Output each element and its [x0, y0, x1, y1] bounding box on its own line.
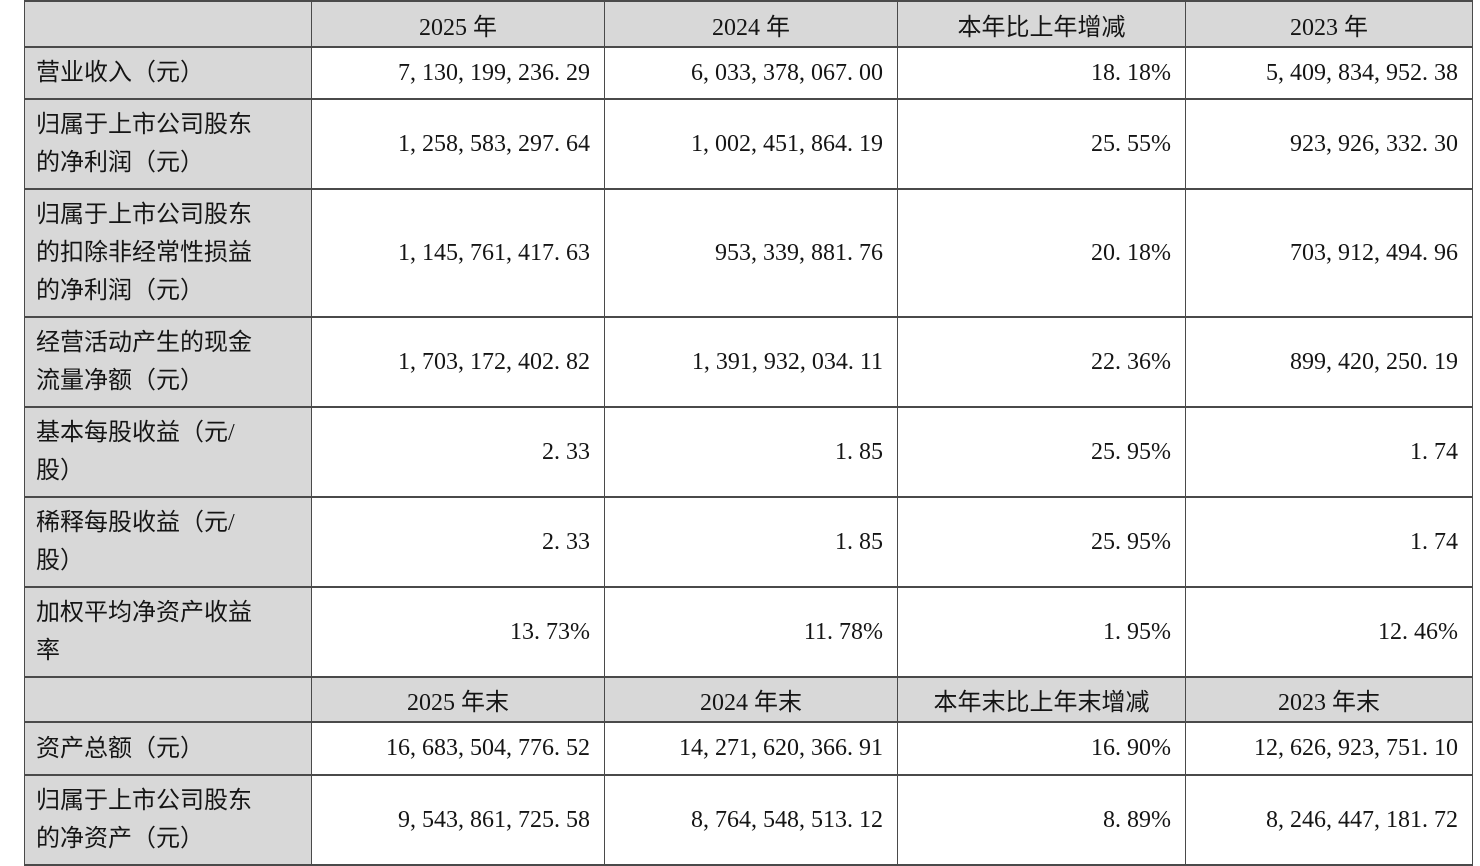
- value-cell: 1. 74: [1185, 406, 1473, 498]
- value-cell: 16, 683, 504, 776. 52: [311, 721, 605, 776]
- table-header-row-year-end: 2025 年末 2024 年末 本年末比上年末增减 2023 年末: [24, 676, 1473, 723]
- value-cell: 12, 626, 923, 751. 10: [1185, 721, 1473, 776]
- value-cell: 8, 246, 447, 181. 72: [1185, 774, 1473, 866]
- value-cell: 953, 339, 881. 76: [604, 188, 898, 318]
- value-cell: 14, 271, 620, 366. 91: [604, 721, 898, 776]
- value-cell: 6, 033, 378, 067. 00: [604, 46, 898, 100]
- pct-cell: 25. 55%: [897, 98, 1186, 190]
- row-label-net-profit-excl-nonrecurring: 归属于上市公司股东的扣除非经常性损益的净利润（元）: [24, 188, 312, 318]
- col-header-yoy-change: 本年比上年增减: [897, 0, 1186, 48]
- corner-cell: [24, 676, 312, 723]
- table-row: 归属于上市公司股东的扣除非经常性损益的净利润（元） 1, 145, 761, 4…: [24, 188, 1473, 318]
- row-label-net-profit: 归属于上市公司股东的净利润（元）: [24, 98, 312, 190]
- value-cell: 1, 391, 932, 034. 11: [604, 316, 898, 408]
- col-header-2024-end: 2024 年末: [604, 676, 898, 723]
- pct-cell: 11. 78%: [604, 586, 898, 678]
- value-cell: 5, 409, 834, 952. 38: [1185, 46, 1473, 100]
- value-cell: 923, 926, 332. 30: [1185, 98, 1473, 190]
- pct-cell: 20. 18%: [897, 188, 1186, 318]
- value-cell: 7, 130, 199, 236. 29: [311, 46, 605, 100]
- value-cell: 1, 258, 583, 297. 64: [311, 98, 605, 190]
- col-header-2024: 2024 年: [604, 0, 898, 48]
- table-row: 营业收入（元） 7, 130, 199, 236. 29 6, 033, 378…: [24, 46, 1473, 100]
- col-header-2023: 2023 年: [1185, 0, 1473, 48]
- table-row: 归属于上市公司股东的净利润（元） 1, 258, 583, 297. 64 1,…: [24, 98, 1473, 190]
- value-cell: 8, 764, 548, 513. 12: [604, 774, 898, 866]
- value-cell: 1, 145, 761, 417. 63: [311, 188, 605, 318]
- pct-cell: 22. 36%: [897, 316, 1186, 408]
- value-cell: 1, 002, 451, 864. 19: [604, 98, 898, 190]
- col-header-2025-end: 2025 年末: [311, 676, 605, 723]
- col-header-2023-end: 2023 年末: [1185, 676, 1473, 723]
- value-cell: 2. 33: [311, 496, 605, 588]
- financial-summary-table: 2025 年 2024 年 本年比上年增减 2023 年 营业收入（元） 7, …: [24, 0, 1473, 866]
- table-row: 加权平均净资产收益率 13. 73% 11. 78% 1. 95% 12. 46…: [24, 586, 1473, 678]
- key-financials-table: 2025 年 2024 年 本年比上年增减 2023 年 营业收入（元） 7, …: [24, 0, 1473, 866]
- pct-cell: 13. 73%: [311, 586, 605, 678]
- value-cell: 1. 74: [1185, 496, 1473, 588]
- pct-cell: 8. 89%: [897, 774, 1186, 866]
- row-label-net-assets: 归属于上市公司股东的净资产（元）: [24, 774, 312, 866]
- table-row: 资产总额（元） 16, 683, 504, 776. 52 14, 271, 6…: [24, 721, 1473, 776]
- row-label-operating-cash-flow: 经营活动产生的现金流量净额（元）: [24, 316, 312, 408]
- pct-cell: 25. 95%: [897, 496, 1186, 588]
- corner-cell: [24, 0, 312, 48]
- table-row: 归属于上市公司股东的净资产（元） 9, 543, 861, 725. 58 8,…: [24, 774, 1473, 866]
- pct-cell: 12. 46%: [1185, 586, 1473, 678]
- value-cell: 899, 420, 250. 19: [1185, 316, 1473, 408]
- pct-cell: 16. 90%: [897, 721, 1186, 776]
- value-cell: 9, 543, 861, 725. 58: [311, 774, 605, 866]
- col-header-2025: 2025 年: [311, 0, 605, 48]
- row-label-total-assets: 资产总额（元）: [24, 721, 312, 776]
- table-header-row-annual: 2025 年 2024 年 本年比上年增减 2023 年: [24, 0, 1473, 48]
- value-cell: 703, 912, 494. 96: [1185, 188, 1473, 318]
- row-label-diluted-eps: 稀释每股收益（元/股）: [24, 496, 312, 588]
- value-cell: 2. 33: [311, 406, 605, 498]
- pct-cell: 1. 95%: [897, 586, 1186, 678]
- pct-cell: 18. 18%: [897, 46, 1186, 100]
- pct-cell: 25. 95%: [897, 406, 1186, 498]
- col-header-year-end-change: 本年末比上年末增减: [897, 676, 1186, 723]
- value-cell: 1. 85: [604, 496, 898, 588]
- row-label-basic-eps: 基本每股收益（元/股）: [24, 406, 312, 498]
- table-row: 基本每股收益（元/股） 2. 33 1. 85 25. 95% 1. 74: [24, 406, 1473, 498]
- table-row: 稀释每股收益（元/股） 2. 33 1. 85 25. 95% 1. 74: [24, 496, 1473, 588]
- value-cell: 1, 703, 172, 402. 82: [311, 316, 605, 408]
- value-cell: 1. 85: [604, 406, 898, 498]
- row-label-weighted-avg-roe: 加权平均净资产收益率: [24, 586, 312, 678]
- row-label-revenue: 营业收入（元）: [24, 46, 312, 100]
- table-row: 经营活动产生的现金流量净额（元） 1, 703, 172, 402. 82 1,…: [24, 316, 1473, 408]
